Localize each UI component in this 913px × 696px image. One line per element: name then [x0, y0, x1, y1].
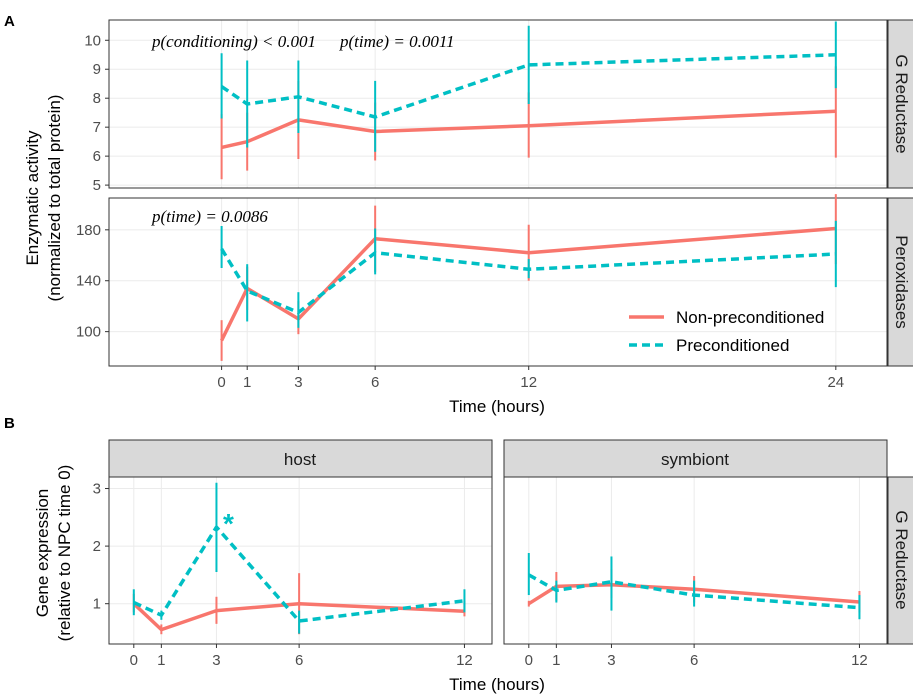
- x-tick-label: 0: [217, 374, 225, 391]
- plot-symbiont: 0 1 3 6 12: [503, 476, 888, 669]
- strip-symbiont: symbiont: [503, 439, 888, 478]
- panel-border: [108, 476, 493, 645]
- x-tick-label: 1: [243, 374, 251, 391]
- x-tick-label: 12: [851, 652, 868, 669]
- ylabel-b-line1: Gene expression: [33, 489, 52, 618]
- plot-g-reductase: 5 6 7 8 9 10: [84, 19, 888, 194]
- ylabel-b-group: Gene expression (relative to NPC time 0): [33, 465, 74, 642]
- strip-label-g-reductase-b: G Reductase: [892, 510, 911, 609]
- strip-label-peroxidases: Peroxidases: [892, 235, 911, 329]
- series-line-non-preconditioned: [221, 109, 836, 150]
- annotation-p-conditioning: p(conditioning) < 0.001: [151, 32, 316, 51]
- y-tick-label: 9: [93, 61, 101, 78]
- significance-star: *: [223, 508, 234, 539]
- plot-peroxidases: 100 140 180 0 1 3 6 12 24: [76, 194, 888, 391]
- x-tick-label: 6: [295, 652, 303, 669]
- strip-g-reductase-b: G Reductase: [887, 476, 913, 645]
- legend-label-pc: Preconditioned: [676, 336, 789, 355]
- x-tick-label: 12: [456, 652, 473, 669]
- annotation-p-time-gr: p(time) = 0.0011: [339, 32, 455, 51]
- y-tick-label: 140: [76, 273, 101, 290]
- panel-border: [108, 197, 888, 367]
- y-tick-label: 2: [93, 538, 101, 555]
- x-tick-label: 3: [607, 652, 615, 669]
- legend-label-npc: Non-preconditioned: [676, 308, 824, 327]
- y-tick-label: 1: [93, 596, 101, 613]
- series-line-non-preconditioned: [220, 226, 836, 342]
- x-tick-label: 3: [294, 374, 302, 391]
- legend: Non-preconditioned Preconditioned: [629, 308, 824, 355]
- strip-g-reductase-a: G Reductase: [887, 19, 913, 189]
- y-tick-label: 8: [93, 90, 101, 107]
- xlabel-a: Time (hours): [449, 397, 545, 416]
- y-tick-label: 180: [76, 222, 101, 239]
- xlabel-b: Time (hours): [449, 675, 545, 694]
- series-line-preconditioned: [527, 573, 860, 610]
- ylabel-a-line2: (normalized to total protein): [45, 95, 64, 302]
- y-tick-label: 5: [93, 177, 101, 194]
- y-tick-label: 10: [84, 32, 101, 49]
- x-tick-label: 6: [371, 374, 379, 391]
- ylabel-a-group: Enzymatic activity (normalized to total …: [23, 95, 64, 302]
- strip-peroxidases: Peroxidases: [887, 197, 913, 367]
- series-line-preconditioned: [220, 53, 836, 119]
- x-tick-label: 1: [157, 652, 165, 669]
- strip-label-symbiont: symbiont: [661, 450, 729, 469]
- strip-host: host: [108, 439, 493, 478]
- panel-border: [108, 19, 888, 189]
- ylabel-b-line2: (relative to NPC time 0): [55, 465, 74, 642]
- x-tick-label: 6: [690, 652, 698, 669]
- x-tick-label: 12: [520, 374, 537, 391]
- series-line-preconditioned: [220, 247, 836, 315]
- panel-letter-a: A: [4, 13, 15, 30]
- strip-label-g-reductase-a: G Reductase: [892, 54, 911, 153]
- x-tick-label: 1: [552, 652, 560, 669]
- annotation-p-time-perox: p(time) = 0.0086: [151, 207, 268, 226]
- y-tick-label: 6: [93, 148, 101, 165]
- x-tick-label: 0: [130, 652, 138, 669]
- ylabel-a-line1: Enzymatic activity: [23, 130, 42, 266]
- panel-letter-b: B: [4, 415, 15, 432]
- x-tick-label: 0: [525, 652, 533, 669]
- x-tick-label: 3: [212, 652, 220, 669]
- strip-label-host: host: [284, 450, 316, 469]
- y-tick-label: 7: [93, 119, 101, 136]
- x-tick-label: 24: [827, 374, 844, 391]
- panel-border: [503, 476, 888, 645]
- y-tick-label: 100: [76, 324, 101, 341]
- y-tick-label: 3: [93, 481, 101, 498]
